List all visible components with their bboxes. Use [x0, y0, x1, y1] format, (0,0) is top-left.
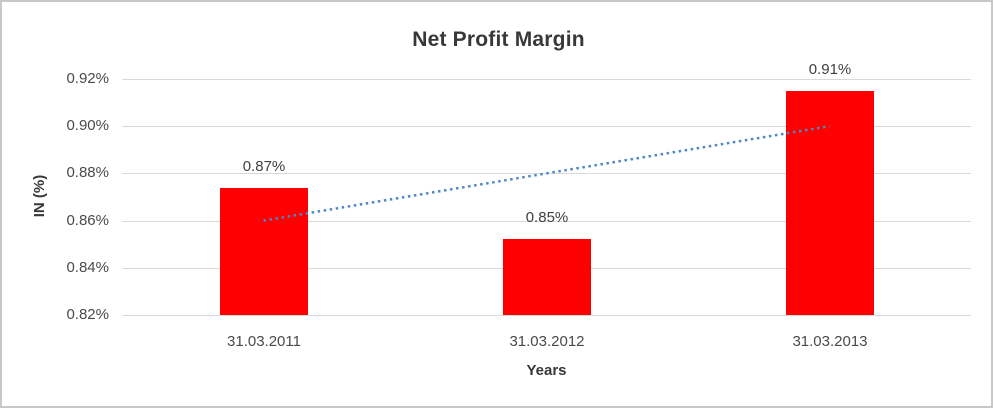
y-axis-tick-label: 0.84% [66, 259, 109, 276]
y-axis-tick-label: 0.92% [66, 70, 109, 87]
gridline [122, 79, 971, 80]
chart-title: Net Profit Margin [412, 28, 585, 51]
bar [220, 188, 308, 315]
y-axis-tick-label: 0.88% [66, 164, 109, 181]
bar [786, 91, 874, 315]
x-axis-tick-label: 31.03.2012 [509, 333, 585, 350]
y-axis-tick-label: 0.90% [66, 117, 109, 134]
gridline [122, 315, 971, 316]
y-axis-title: IN (%) [31, 174, 48, 218]
x-axis-tick-label: 31.03.2013 [792, 333, 868, 350]
y-axis-tick-label: 0.82% [66, 306, 109, 323]
x-axis-tick-label: 31.03.2011 [227, 333, 301, 350]
bar-data-label: 0.85% [525, 209, 569, 226]
x-axis-title: Years [526, 362, 567, 379]
bar [503, 239, 591, 315]
y-axis-tick-label: 0.86% [66, 212, 109, 229]
bar-data-label: 0.87% [242, 158, 286, 175]
bar-data-label: 0.91% [808, 61, 852, 78]
